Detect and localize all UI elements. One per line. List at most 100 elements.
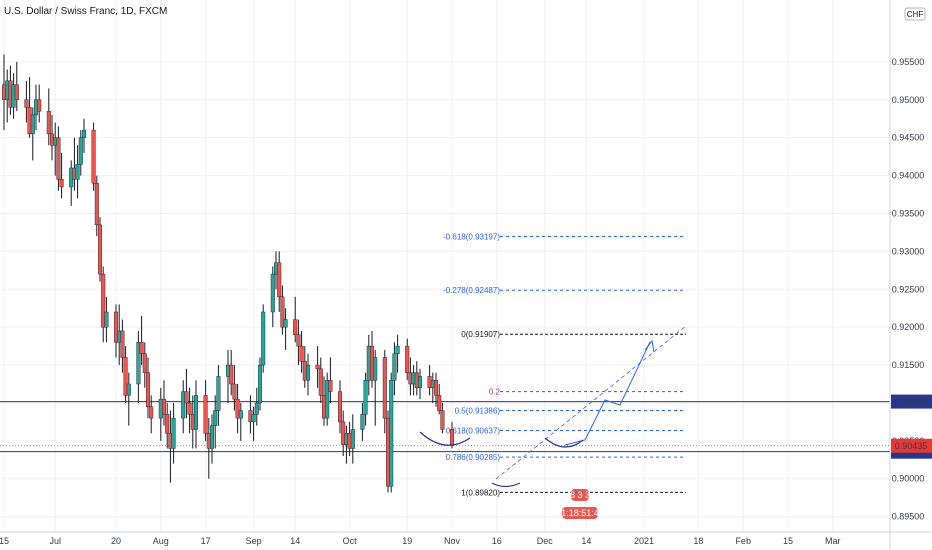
candle[interactable] [24,80,29,123]
candle-body [418,376,423,388]
candle[interactable] [136,330,141,403]
candle[interactable] [440,402,445,434]
candle-body [315,364,320,370]
candle[interactable] [277,251,282,312]
current-price-tag-label: 0.90435 [895,441,928,451]
candle[interactable] [395,334,400,373]
candle-body [161,398,166,415]
candle-body [139,342,144,354]
candle-body [113,311,118,343]
candle[interactable] [56,126,61,191]
candle[interactable] [373,349,378,426]
curve-marker-bottom[interactable] [491,482,521,488]
candle[interactable] [78,130,83,176]
candle[interactable] [75,145,80,199]
candle[interactable] [165,402,170,449]
candle[interactable] [181,380,186,434]
candle[interactable] [261,304,266,373]
candle[interactable] [306,353,311,396]
candle[interactable] [283,308,288,350]
candle[interactable] [94,175,99,237]
candle[interactable] [254,387,259,426]
candle[interactable] [392,342,397,396]
candle[interactable] [360,402,365,441]
candle[interactable] [299,330,304,373]
candle[interactable] [97,217,102,282]
candle[interactable] [149,395,154,434]
candle[interactable] [350,414,355,464]
candle[interactable] [104,296,109,343]
candle[interactable] [184,368,189,419]
candle[interactable] [145,357,150,419]
curve-marker-right[interactable] [544,437,584,448]
time-tick-label: 14 [290,536,300,546]
drawing-layer[interactable] [419,325,687,488]
candle[interactable] [338,380,343,434]
candle[interactable] [418,368,423,400]
candle[interactable] [123,346,128,403]
candle[interactable] [120,319,125,373]
candle[interactable] [328,357,333,403]
time-tick-label: Jul [49,536,61,546]
candle[interactable] [59,152,64,199]
candle[interactable] [293,296,298,343]
candle[interactable] [251,406,256,441]
curve-marker-left[interactable] [419,431,471,446]
candle[interactable] [235,384,240,434]
candle[interactable] [382,349,387,434]
candle[interactable] [363,372,368,426]
candle[interactable] [142,342,147,388]
candle-body [238,410,243,419]
fib-level-label: -0.618(0.93197) [443,232,500,241]
candle[interactable] [389,372,394,493]
candle[interactable] [270,266,275,328]
candle[interactable] [296,319,301,366]
candle[interactable] [126,372,131,426]
candle[interactable] [81,118,86,153]
candle[interactable] [203,380,208,441]
candle[interactable] [139,315,144,366]
candle[interactable] [171,402,176,464]
candle[interactable] [30,107,35,161]
candle-body [171,417,176,449]
candle[interactable] [161,380,166,426]
candle[interactable] [14,61,19,112]
candle[interactable] [213,395,218,449]
candle-body [373,357,378,381]
candle[interactable] [232,365,237,411]
candle[interactable] [46,88,51,146]
candle-body [405,345,410,373]
candle[interactable] [101,266,106,343]
candle-body [216,376,221,411]
candle[interactable] [318,357,323,403]
candle[interactable] [280,285,285,335]
candle[interactable] [229,349,234,396]
candle-body [395,345,400,354]
projection-path[interactable] [564,341,651,446]
candle[interactable] [113,304,118,358]
candle[interactable] [238,402,243,441]
candle-body [325,380,330,419]
candle[interactable] [187,387,192,434]
candle[interactable] [405,338,410,381]
time-tick-label: Aug [153,536,169,546]
time-axis[interactable]: 15 Jul 20 Aug 17 Sep 14 Oct 19 Nov 16 Dec 14 2021 18 Fe… [0,536,841,546]
candle[interactable] [437,384,442,415]
price-axis[interactable]: 0.95500 0.95000 0.94500 0.94000 0.93500 0.930… [891,57,932,522]
candle[interactable] [37,84,42,123]
candle[interactable] [91,122,96,191]
candle[interactable] [258,357,263,411]
candle[interactable] [216,365,221,426]
price-tick-label: 0.92500 [892,284,925,294]
candle[interactable] [209,414,214,464]
candle[interactable] [315,346,320,388]
time-tick-label: 14 [581,536,591,546]
currency-badge[interactable]: CHF [904,7,926,21]
candle[interactable] [325,372,330,426]
candle[interactable] [193,380,198,449]
candle[interactable] [434,372,439,407]
candle-body [280,296,285,328]
fib-level-label: 0.5(0.91386) [455,407,501,416]
candle-layer[interactable] [2,54,455,493]
